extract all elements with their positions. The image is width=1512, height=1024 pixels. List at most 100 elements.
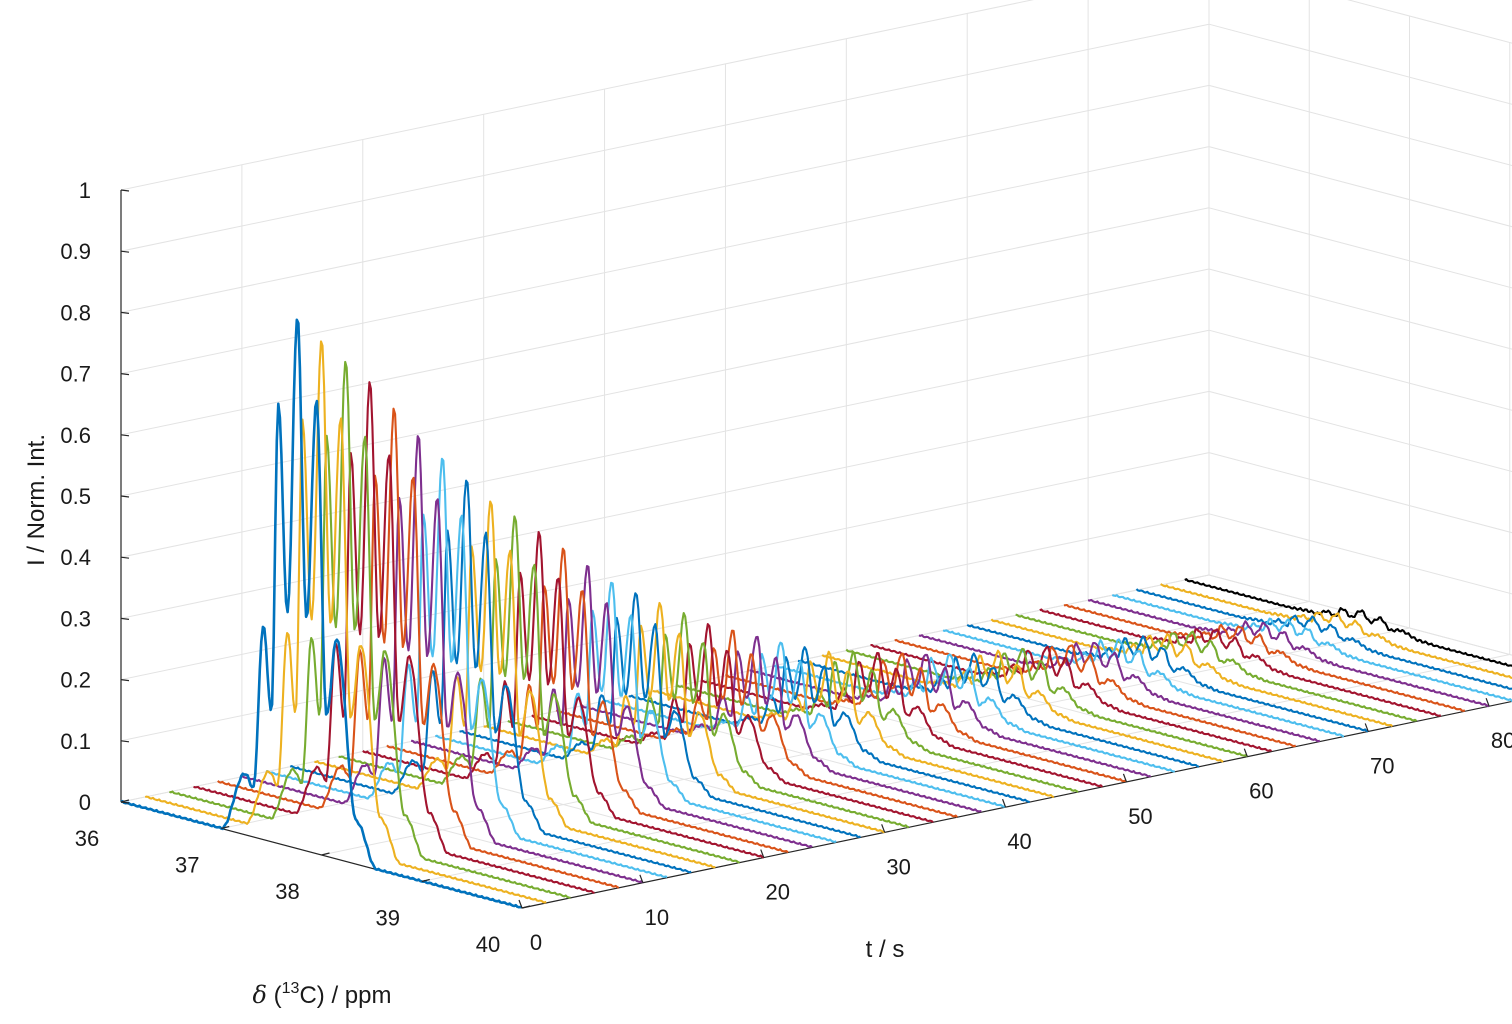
spectrum-line [652,650,1055,799]
spectrum-line [821,649,1224,763]
spectrum-line [1015,613,1418,722]
spectrum-line [217,407,620,889]
grid-line [1208,329,1512,411]
y-tick-mark [120,189,130,192]
x-tick-mark [1243,748,1248,757]
grid-line [120,268,1210,497]
x-tick-label: 80 [1491,728,1512,753]
y-tick-label: 1 [79,178,91,203]
y-tick-mark [120,740,130,743]
grid-line [1208,23,1512,105]
x-axis-line [521,700,1512,909]
spectrum-line [289,479,692,874]
y-tick-mark [120,373,130,376]
grid-line [1208,84,1512,167]
grid-line [321,627,1410,856]
tick-labels: 0 0.1 0.2 0.3 0.4 0.5 0.6 0.7 0.8 0.9 1 36 37 38 39 40 0… [60,178,1512,957]
x-tick-label: 40 [1007,829,1031,854]
spectrum-line [459,592,861,839]
y-tick-label: 0.7 [60,362,91,387]
z-axis-label: δ (13C) / ppm [253,980,392,1009]
z-tick-mark [421,878,430,883]
y-tick-label: 0.3 [60,606,91,631]
z-axis-label-open: ( [267,982,282,1009]
spectrum-line [531,623,934,824]
y-tick-mark [120,311,130,314]
x-axis-label: t / s [866,936,905,963]
grid-line [120,207,1210,436]
y-tick-label: 0.8 [60,300,91,325]
x-tick-label: 30 [886,854,910,879]
spectrum-line [1184,578,1512,668]
grid-line [120,513,1210,742]
x-tick-mark [518,899,523,909]
z-tick-label: 39 [376,906,400,931]
spectrum-line [434,581,837,843]
z-tick-mark [321,852,330,856]
z-tick-label: 38 [275,879,299,904]
x-tick-mark [1485,698,1490,707]
z-tick-label: 40 [476,932,500,957]
spectrum-line [483,601,885,834]
spectrum-line [870,643,1272,752]
grid-line [421,654,1510,882]
spectrum-line [1135,588,1512,690]
grid-line [120,452,1210,681]
z-tick-mark [120,799,130,803]
y-tick-label: 0.2 [60,668,91,693]
grid-line [1208,207,1512,289]
x-tick-mark [1364,723,1369,732]
grid-line [1208,268,1512,350]
y-tick-mark [120,679,130,682]
grid-line [1208,452,1512,534]
spectrum-line [1087,598,1490,708]
x-tick-label: 60 [1249,779,1273,804]
x-tick-mark [760,849,765,858]
grid-line [120,84,1210,313]
spectrum-line [169,360,571,899]
x-tick-mark [1122,773,1128,783]
spectrum-line [314,500,716,869]
y-tick-mark [120,617,130,620]
spectrum-line [942,629,1345,738]
z-tick-mark [521,905,531,909]
y-axis-label: I / Norm. Int. [23,434,50,566]
z-axis-label-rest: C) / ppm [299,982,391,1009]
spectrum-line [845,647,1249,758]
y-tick-label: 0.4 [60,545,91,570]
spectrum-line [1063,603,1466,712]
z-tick-label: 36 [75,826,99,851]
spectrum-line [144,340,547,904]
z-axis-label-symbol: δ [253,981,267,1009]
spectrum-line [507,611,910,829]
z-tick-label: 37 [175,853,199,878]
y-tick-label: 0.6 [60,423,91,448]
grid-line [1208,513,1512,595]
x-tick-label: 70 [1370,753,1394,778]
grid-line [1347,0,1512,44]
grid-line [120,146,1210,375]
grid-line [120,574,1210,803]
grid-line [1208,390,1512,473]
grid-line [120,390,1210,619]
y-tick-mark [120,250,130,253]
x-tick-label: 20 [766,880,790,905]
y-tick-mark [120,495,130,498]
grid-line [1208,146,1512,228]
spectrum-line [1039,608,1442,717]
spectrum-line [918,634,1321,743]
spectrum-line [241,435,644,884]
spectrum-line [265,457,668,879]
spectrum-line [555,629,958,818]
x-tick-label: 10 [645,905,669,930]
y-tick-label: 0.9 [60,239,91,264]
spectrum-line [1111,594,1512,702]
x-tick-label: 50 [1128,804,1152,829]
y-tick-label: 0.1 [60,729,91,754]
spectrum-line [966,624,1369,733]
x-tick-label: 0 [530,930,542,955]
spectrum-line [1160,583,1512,680]
y-tick-label: 0 [79,790,91,815]
x-tick-mark [1001,798,1007,808]
